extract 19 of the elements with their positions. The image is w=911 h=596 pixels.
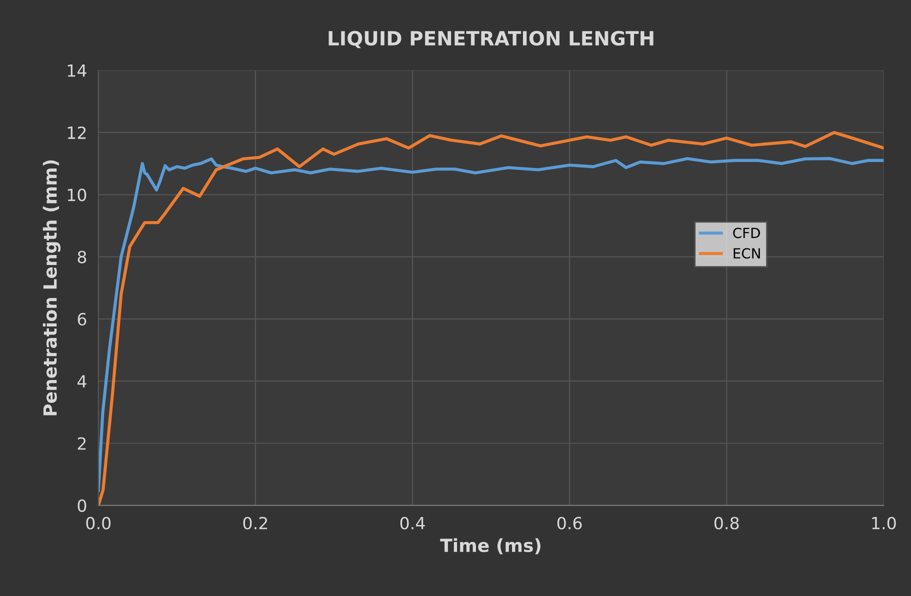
y-tick-label: 4 [77,375,86,388]
legend-label: ECN [734,248,760,259]
x-tick-label: 0.2 [243,516,268,530]
y-axis-title: Penetration Length (mm) [42,160,61,416]
x-tick-label: 0.8 [714,516,739,530]
y-tick-label: 10 [68,188,86,202]
chart-title: LIQUID PENETRATION LENGTH [328,30,654,48]
x-axis-title: Time (ms) [440,538,540,554]
y-tick-label: 0 [78,499,86,512]
y-tick-label: 6 [78,312,86,326]
y-tick-label: 2 [78,437,86,450]
x-tick-label: 1.0 [872,516,896,530]
y-tick-label: 14 [68,64,86,77]
y-tick-label: 8 [78,250,86,264]
x-tick-label: 0.6 [557,516,582,530]
x-tick-label: 0.0 [86,516,111,530]
y-tick-label: 12 [68,126,86,139]
legend-label: CFD [733,228,760,238]
x-tick-label: 0.4 [400,516,425,530]
